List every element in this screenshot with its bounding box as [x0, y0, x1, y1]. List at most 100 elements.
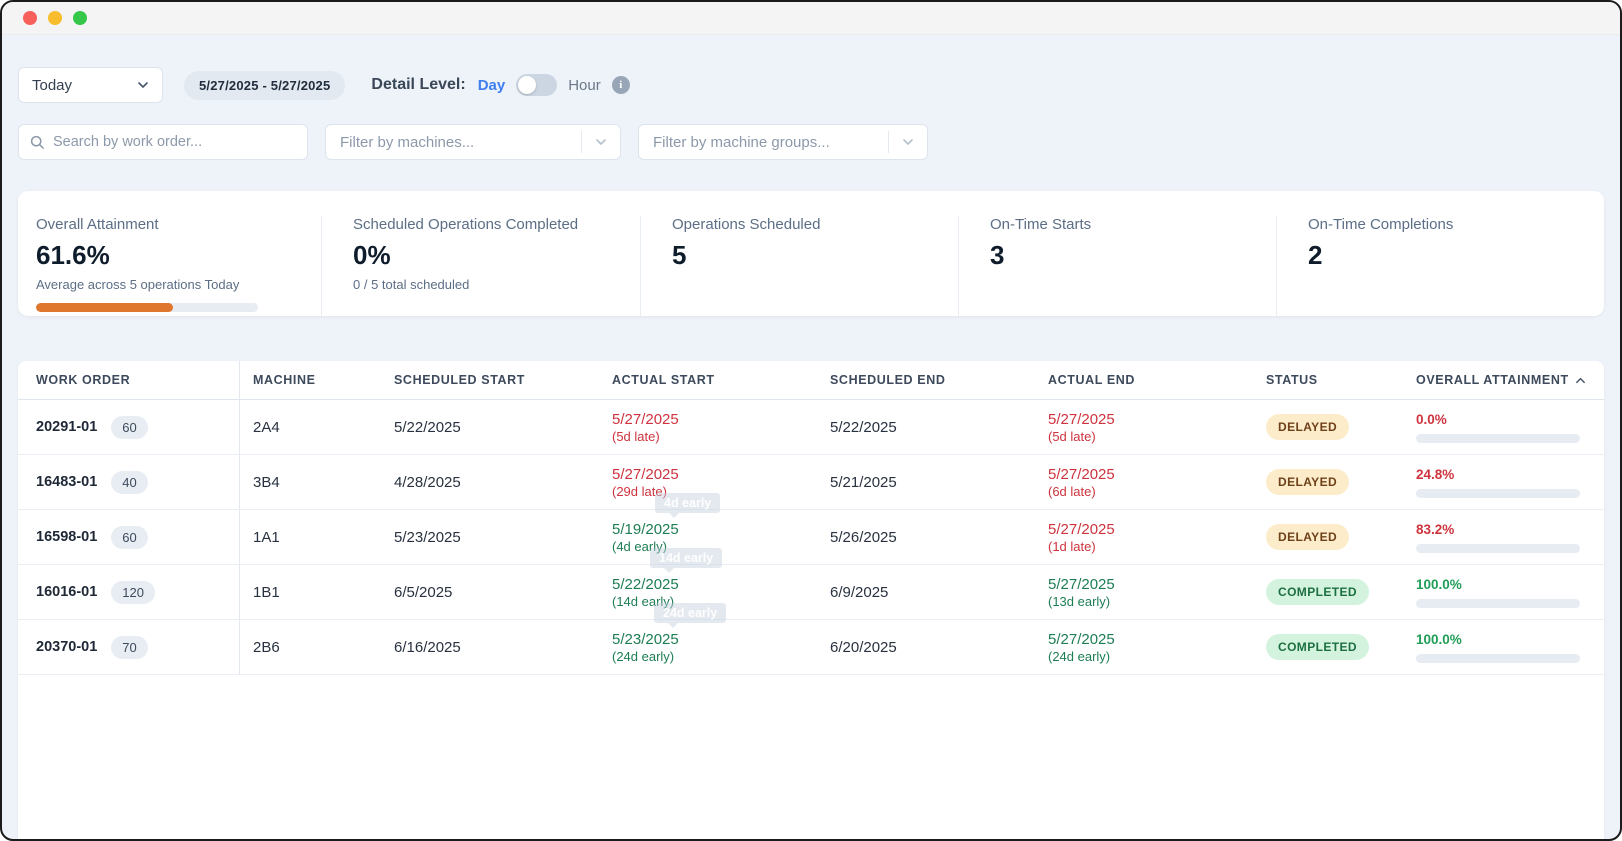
table-row[interactable]: 16598-01 60 1A1 5/23/2025 5/19/2025 (4d … — [18, 510, 1604, 565]
zoom-window-button[interactable] — [73, 11, 87, 25]
scheduled-start-cell: 5/22/2025 — [394, 418, 461, 436]
column-header-machine[interactable]: MACHINE — [253, 373, 316, 387]
attainment-cell: 100.0% — [1403, 620, 1604, 674]
actual-end-delta: (24d early) — [1048, 648, 1111, 664]
actual-end-cell: 5/27/2025 (6d late) — [1035, 455, 1253, 509]
attainment-cell: 24.8% — [1403, 455, 1604, 509]
scheduled-end-cell: 5/26/2025 — [830, 528, 897, 546]
close-window-button[interactable] — [23, 11, 37, 25]
actual-end-date: 5/27/2025 — [1048, 520, 1115, 538]
filters-row: Filter by machines... Filter by machine … — [18, 124, 1604, 160]
actual-start-delta: (24d early) — [612, 648, 675, 664]
table-row[interactable]: 20291-01 60 2A4 5/22/2025 5/27/2025 (5d … — [18, 400, 1604, 455]
kpi-value: 0% — [353, 240, 391, 270]
search-icon — [30, 135, 44, 149]
column-header-label: OVERALL ATTAINMENT — [1416, 373, 1569, 387]
kpi-on-time-completions: On-Time Completions 2 — [1276, 216, 1604, 316]
kpi-operations-scheduled: Operations Scheduled 5 — [640, 216, 958, 316]
column-header-status[interactable]: STATUS — [1266, 373, 1318, 387]
status-badge: DELAYED — [1266, 414, 1350, 440]
kpi-subtext: Average across 5 operations Today — [36, 277, 240, 292]
work-order-number: 20291-01 — [36, 419, 98, 435]
work-order-number: 20370-01 — [36, 639, 98, 655]
actual-end-delta: (1d late) — [1048, 538, 1096, 554]
detail-level-day-option[interactable]: Day — [477, 76, 506, 94]
actual-end-date: 5/27/2025 — [1048, 465, 1115, 483]
status-cell: DELAYED — [1253, 510, 1403, 564]
machine-cell: 2A4 — [253, 418, 280, 436]
machine-groups-filter-select[interactable]: Filter by machine groups... — [638, 124, 928, 160]
column-header-work-order[interactable]: WORK ORDER — [18, 361, 240, 399]
work-order-search[interactable] — [18, 124, 308, 160]
date-range-select-value: Today — [32, 76, 73, 94]
actual-end-delta: (5d late) — [1048, 428, 1096, 444]
scheduled-start-cell: 4/28/2025 — [394, 473, 461, 491]
detail-level-toggle[interactable] — [516, 74, 558, 96]
chevron-down-icon — [138, 82, 148, 88]
date-range-pill: 5/27/2025 - 5/27/2025 — [184, 70, 346, 100]
status-cell: DELAYED — [1253, 455, 1403, 509]
attainment-cell: 100.0% — [1403, 565, 1604, 619]
quantity-badge: 120 — [111, 580, 155, 604]
select-divider — [581, 131, 582, 153]
scheduled-start-cell: 6/5/2025 — [394, 583, 453, 601]
quantity-badge: 60 — [111, 415, 148, 439]
machine-groups-filter-placeholder: Filter by machine groups... — [653, 133, 830, 151]
scheduled-end-cell: 6/20/2025 — [830, 638, 897, 656]
select-divider — [888, 131, 889, 153]
controls-row: Today 5/27/2025 - 5/27/2025 Detail Level… — [18, 67, 1604, 103]
work-order-cell: 16016-01 120 — [18, 565, 240, 619]
table-row[interactable]: 16483-01 40 3B4 4/28/2025 5/27/2025 (29d… — [18, 455, 1604, 510]
attainment-percent: 83.2% — [1416, 521, 1455, 537]
kpi-on-time-starts: On-Time Starts 3 — [958, 216, 1276, 316]
kpi-value: 5 — [672, 240, 687, 270]
machine-cell: 1A1 — [253, 528, 280, 546]
attainment-percent: 24.8% — [1416, 466, 1455, 482]
status-badge: COMPLETED — [1266, 634, 1369, 660]
actual-start-date: 5/23/2025 — [612, 630, 679, 648]
detail-level-hour-option[interactable]: Hour — [568, 76, 601, 94]
actual-end-delta: (13d early) — [1048, 593, 1111, 609]
actual-start-date: 5/27/2025 — [612, 410, 679, 428]
column-header-scheduled-start[interactable]: SCHEDULED START — [394, 373, 525, 387]
machines-filter-select[interactable]: Filter by machines... — [325, 124, 621, 160]
attainment-percent: 0.0% — [1416, 411, 1447, 427]
work-order-number: 16483-01 — [36, 474, 98, 490]
actual-end-delta: (6d late) — [1048, 483, 1096, 499]
column-header-scheduled-end[interactable]: SCHEDULED END — [830, 373, 946, 387]
column-header-actual-end[interactable]: ACTUAL END — [1048, 373, 1136, 387]
chevron-down-icon — [903, 139, 913, 145]
table-row[interactable]: 16016-01 120 1B1 6/5/2025 5/22/2025 (14d… — [18, 565, 1604, 620]
search-input[interactable] — [53, 134, 296, 150]
actual-start-delta: (14d early) — [612, 593, 675, 609]
work-order-cell: 16483-01 40 — [18, 455, 240, 509]
quantity-badge: 40 — [111, 470, 148, 494]
kpi-label: On-Time Starts — [990, 216, 1092, 233]
scheduled-end-cell: 5/21/2025 — [830, 473, 897, 491]
actual-start-date: 5/19/2025 — [612, 520, 679, 538]
actual-end-cell: 5/27/2025 (13d early) — [1035, 565, 1253, 619]
actual-end-date: 5/27/2025 — [1048, 630, 1115, 648]
kpi-label: Scheduled Operations Completed — [353, 216, 579, 233]
actual-start-delta: (4d early) — [612, 538, 667, 554]
column-header-overall-attainment[interactable]: OVERALL ATTAINMENT — [1403, 361, 1604, 399]
column-header-actual-start[interactable]: ACTUAL START — [612, 373, 715, 387]
attainment-progress-fill — [36, 303, 173, 312]
actual-start-delta: (29d late) — [612, 483, 667, 499]
kpi-label: Overall Attainment — [36, 216, 159, 233]
actual-end-cell: 5/27/2025 (1d late) — [1035, 510, 1253, 564]
machine-cell: 1B1 — [253, 583, 280, 601]
page-content: Today 5/27/2025 - 5/27/2025 Detail Level… — [2, 35, 1620, 839]
work-orders-table: WORK ORDER MACHINE SCHEDULED START ACTUA… — [18, 361, 1604, 839]
actual-start-cell: 5/19/2025 (4d early) — [599, 510, 817, 564]
table-header: WORK ORDER MACHINE SCHEDULED START ACTUA… — [18, 361, 1604, 400]
status-badge: DELAYED — [1266, 469, 1350, 495]
detail-level-label: Detail Level: — [371, 76, 466, 93]
info-icon[interactable]: i — [611, 76, 630, 94]
date-range-select[interactable]: Today — [18, 67, 163, 103]
table-row[interactable]: 20370-01 70 2B6 6/16/2025 5/23/2025 (24d… — [18, 620, 1604, 675]
work-order-cell: 20291-01 60 — [18, 400, 240, 454]
titlebar — [2, 2, 1620, 35]
minimize-window-button[interactable] — [48, 11, 62, 25]
